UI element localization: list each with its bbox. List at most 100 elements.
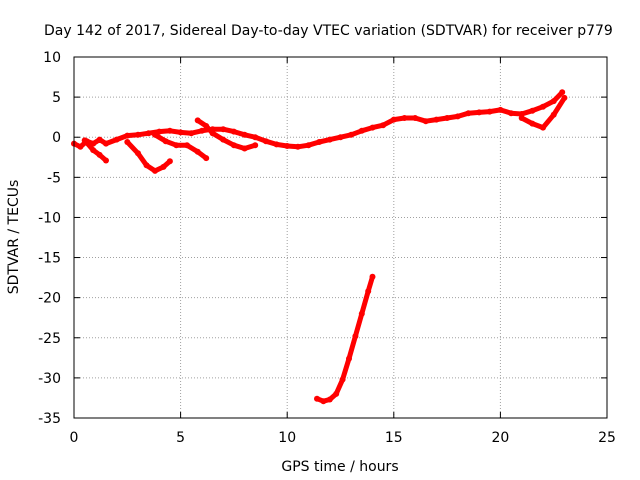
data-point [160, 163, 167, 170]
data-point [476, 109, 483, 116]
series-line [71, 89, 565, 150]
data-point [294, 143, 301, 150]
series-branch-E [518, 94, 568, 131]
data-point [230, 142, 237, 149]
data-point [550, 98, 557, 105]
data-point [252, 134, 259, 141]
data-point [103, 140, 109, 147]
data-point [135, 150, 141, 157]
data-point [177, 129, 184, 136]
data-point [124, 139, 131, 145]
data-point [390, 116, 397, 123]
data-point [550, 111, 557, 118]
data-point [188, 130, 195, 137]
plot-frame [73, 56, 608, 419]
data-point [346, 355, 352, 362]
data-point [156, 128, 163, 135]
series-layer [71, 89, 568, 405]
series-main-track [71, 89, 566, 150]
data-point [358, 127, 365, 134]
data-point [518, 115, 525, 121]
data-point [135, 131, 141, 138]
data-point [561, 94, 568, 101]
data-point [113, 136, 120, 143]
series-line [314, 274, 375, 404]
series-branch-A [81, 137, 109, 164]
series-line [82, 137, 109, 163]
data-point [184, 142, 190, 149]
y-tick-label: -30 [38, 371, 61, 387]
series-branch-B [124, 139, 173, 174]
data-point [103, 157, 109, 164]
data-point [230, 128, 237, 135]
data-point [166, 158, 173, 165]
x-axis-label: GPS time / hours [281, 459, 398, 475]
data-point [486, 108, 493, 115]
data-point [96, 136, 103, 143]
y-tick-label: -20 [38, 291, 61, 307]
data-point [198, 127, 205, 134]
data-point [241, 131, 248, 138]
data-point [241, 145, 248, 152]
y-axis-label: SDTVAR / TECUs [6, 180, 22, 295]
axis-ticks: 0 5 10 15 20 25 -35 -30 -25 -20 -15 -10 -5 0 5 10 [38, 50, 616, 446]
data-point [540, 103, 546, 110]
data-point [173, 142, 180, 149]
y-tick-label: -10 [38, 210, 61, 226]
data-point [143, 162, 150, 169]
data-point [369, 124, 376, 131]
data-point [314, 395, 320, 402]
data-point [326, 396, 333, 403]
data-point [273, 141, 280, 148]
series-branch-C [152, 131, 210, 162]
data-point [401, 115, 408, 121]
data-point [77, 143, 84, 150]
data-point [96, 151, 103, 158]
data-point [145, 130, 152, 137]
data-point [209, 130, 216, 137]
data-point [433, 116, 440, 123]
data-point [166, 127, 173, 134]
data-point [124, 132, 131, 139]
y-tick-label: -25 [38, 331, 61, 347]
data-point [529, 120, 536, 127]
data-point [422, 118, 429, 125]
data-point [152, 167, 158, 174]
data-point [358, 310, 365, 317]
data-point [284, 143, 291, 149]
x-tick-label: 5 [176, 430, 185, 446]
data-point [454, 113, 461, 120]
data-point [508, 110, 515, 117]
data-point [194, 117, 201, 124]
data-point [220, 126, 227, 133]
x-tick-label: 0 [70, 430, 79, 446]
y-tick-label: 5 [52, 90, 61, 106]
data-point [203, 155, 210, 162]
series-low-segment [314, 273, 376, 405]
data-point [348, 131, 355, 138]
data-point [316, 139, 323, 145]
data-point [90, 147, 97, 154]
y-tick-label: -15 [38, 251, 61, 267]
y-tick-label: 0 [52, 130, 61, 146]
data-point [559, 89, 566, 96]
x-tick-label: 20 [491, 430, 509, 446]
x-tick-label: 10 [278, 430, 296, 446]
data-point [380, 122, 387, 129]
data-point [252, 142, 259, 149]
data-point [262, 138, 269, 145]
data-point [529, 107, 536, 114]
y-tick-label: -35 [38, 411, 61, 427]
data-point [305, 142, 312, 149]
data-point [365, 288, 372, 295]
data-point [320, 398, 327, 405]
data-point [352, 333, 359, 340]
data-point [220, 136, 227, 143]
data-point [339, 376, 346, 383]
data-point [497, 106, 504, 113]
data-point [194, 148, 201, 155]
data-point [540, 124, 546, 131]
data-point [333, 390, 340, 397]
x-tick-label: 25 [598, 430, 616, 446]
